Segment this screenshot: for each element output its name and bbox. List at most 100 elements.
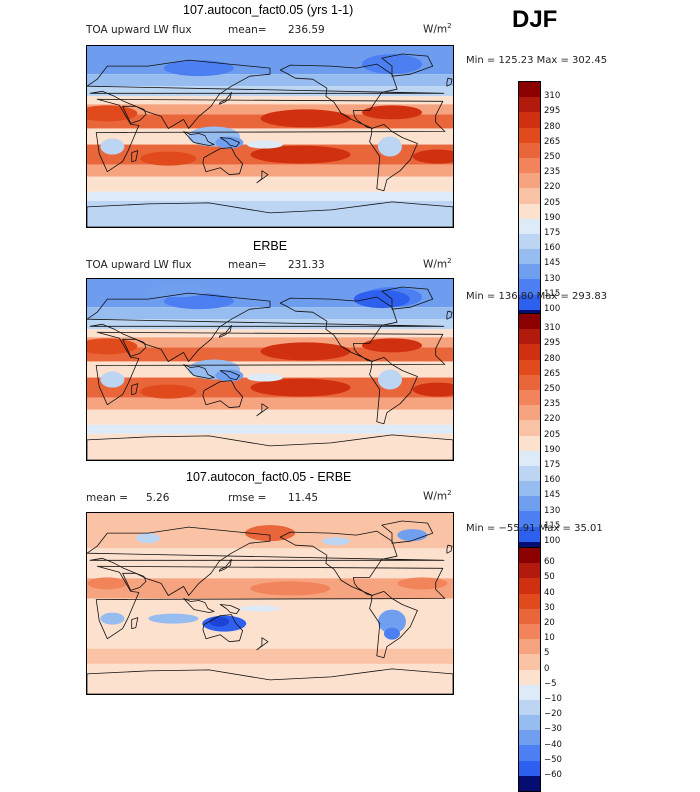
coastline-path bbox=[381, 286, 434, 310]
warm-core-s-atlantic bbox=[412, 149, 453, 164]
colorbar-swatch bbox=[519, 359, 540, 375]
colorbar-tick-label: 145 bbox=[544, 490, 561, 501]
colorbar-tick-label: 220 bbox=[544, 414, 561, 425]
panel2-minmax: Min = 136.80 Max = 293.83 bbox=[466, 291, 608, 302]
coastline-path bbox=[279, 63, 398, 129]
colorbar-swatch bbox=[519, 760, 540, 776]
colorbar-tick-label: 310 bbox=[544, 91, 561, 102]
colorbar-tick-label: 60 bbox=[544, 557, 555, 568]
cold-siberia bbox=[163, 60, 234, 77]
cold-greenland bbox=[362, 54, 422, 75]
colorbar-swatch bbox=[519, 329, 540, 345]
colorbar-swatch bbox=[519, 82, 540, 98]
diff-negative-africa bbox=[100, 612, 125, 625]
warm-core-n-atlantic bbox=[362, 338, 422, 353]
colorbar-tick-label: 0 bbox=[544, 663, 550, 674]
panel2-mean-label: mean= bbox=[228, 259, 267, 271]
colorbar-tick-label: 50 bbox=[544, 572, 555, 583]
coastline-path bbox=[218, 558, 232, 572]
warm-core-s-indian bbox=[140, 151, 197, 166]
colorbar-tick-label: 10 bbox=[544, 633, 555, 644]
panel2-mean-value: 231.33 bbox=[288, 259, 325, 271]
colorbar-swatch bbox=[519, 669, 540, 685]
colorbar-swatch bbox=[519, 142, 540, 158]
convective-congo bbox=[100, 371, 125, 388]
field-band-south-sub bbox=[87, 164, 453, 177]
colorbar-swatch bbox=[519, 294, 540, 310]
colorbar-swatch bbox=[519, 203, 540, 219]
colorbar-tick-label: 280 bbox=[544, 353, 561, 364]
panel1-minmax: Min = 125.23 Max = 302.45 bbox=[466, 55, 608, 66]
colorbar-tick-label: 235 bbox=[544, 399, 561, 410]
cold-greenland-core bbox=[353, 290, 410, 309]
colorbar-swatch bbox=[519, 389, 540, 406]
coastline-path bbox=[87, 201, 453, 227]
diff-negative-canada bbox=[322, 537, 351, 546]
field-band-north-subtrop bbox=[87, 337, 453, 348]
colorbar-tick-label: 160 bbox=[544, 475, 561, 486]
coastline-path bbox=[87, 434, 453, 460]
coastline-path bbox=[95, 565, 446, 640]
coastline-path bbox=[381, 520, 434, 544]
coastline-path bbox=[369, 357, 418, 425]
field-band-south-sub bbox=[87, 397, 453, 410]
warm-core-s-pacific bbox=[250, 378, 351, 397]
colorbar-swatch bbox=[519, 374, 540, 390]
colorbar-swatch bbox=[519, 173, 540, 189]
diff-negative-eurasia bbox=[136, 533, 160, 544]
coastlines bbox=[87, 53, 453, 227]
coastline-path bbox=[219, 370, 240, 380]
coastline-path bbox=[202, 614, 243, 643]
colorbar-swatch bbox=[519, 97, 540, 113]
colorbar-tick-label: −60 bbox=[544, 770, 562, 780]
diff-positive-africa bbox=[87, 577, 128, 590]
colorbar-tick-label: 100 bbox=[544, 536, 561, 546]
coastlines bbox=[87, 286, 453, 460]
units-text: W/m bbox=[423, 490, 448, 503]
colorbar-tick-label: 160 bbox=[544, 243, 561, 254]
colorbar-swatch bbox=[519, 623, 540, 640]
coastline-path bbox=[279, 296, 398, 362]
panel2-units: W/m2 bbox=[423, 257, 452, 271]
panel2-variable-label: TOA upward LW flux bbox=[86, 259, 192, 271]
panel3-rmse-value: 11.45 bbox=[288, 492, 319, 504]
panel3-minmax: Min = −55.91 Max = 35.01 bbox=[466, 523, 603, 534]
panel1-variable-label: TOA upward LW flux bbox=[86, 24, 192, 36]
field-band-south-high bbox=[87, 191, 453, 201]
colorbar-tick-label: 205 bbox=[544, 197, 561, 208]
coastline-path bbox=[122, 572, 147, 591]
colorbar-tick-label: 115 bbox=[544, 288, 561, 299]
colorbar-tick-label: −10 bbox=[544, 694, 562, 704]
colorbar-swatch bbox=[519, 465, 540, 482]
colorbar-tick-label: 295 bbox=[544, 106, 561, 117]
panel3-rmse-label: rmse = bbox=[228, 492, 267, 504]
colorbar-swatch bbox=[519, 279, 540, 295]
colorbar-tick-label: 190 bbox=[544, 212, 561, 223]
field-band-north-mid bbox=[87, 319, 453, 330]
colorbar-swatch bbox=[519, 511, 540, 527]
colorbar-swatch bbox=[519, 608, 540, 624]
colorbar-swatch bbox=[519, 548, 540, 564]
coastline-path bbox=[256, 403, 269, 417]
panel1-map bbox=[86, 45, 454, 228]
colorbar-tick-label: −30 bbox=[544, 724, 562, 735]
colorbar-swatch bbox=[519, 699, 540, 716]
panel1-units: W/m2 bbox=[423, 22, 452, 36]
colorbar-tick-label: 100 bbox=[544, 304, 561, 314]
coastline-path bbox=[202, 380, 243, 409]
colorbar-swatch bbox=[519, 218, 540, 234]
colorbar-swatch bbox=[519, 578, 540, 594]
colorbar-tick-label: 175 bbox=[544, 228, 561, 238]
coastline-path bbox=[369, 591, 418, 659]
units-text: W/m bbox=[423, 23, 448, 36]
colorbar-tick-label: 130 bbox=[544, 273, 561, 284]
colorbar-tick-label: 295 bbox=[544, 338, 561, 349]
panel3-units: W/m2 bbox=[423, 489, 452, 503]
colorbar-swatch bbox=[519, 127, 540, 143]
coastline-path bbox=[95, 331, 446, 406]
warm-core-n-atlantic bbox=[362, 105, 422, 120]
convective-warm-pool bbox=[215, 369, 244, 382]
field-band-north-high bbox=[87, 307, 453, 320]
panel2-map-svg bbox=[87, 279, 453, 460]
colorbar-tick-label: −5 bbox=[544, 678, 557, 689]
